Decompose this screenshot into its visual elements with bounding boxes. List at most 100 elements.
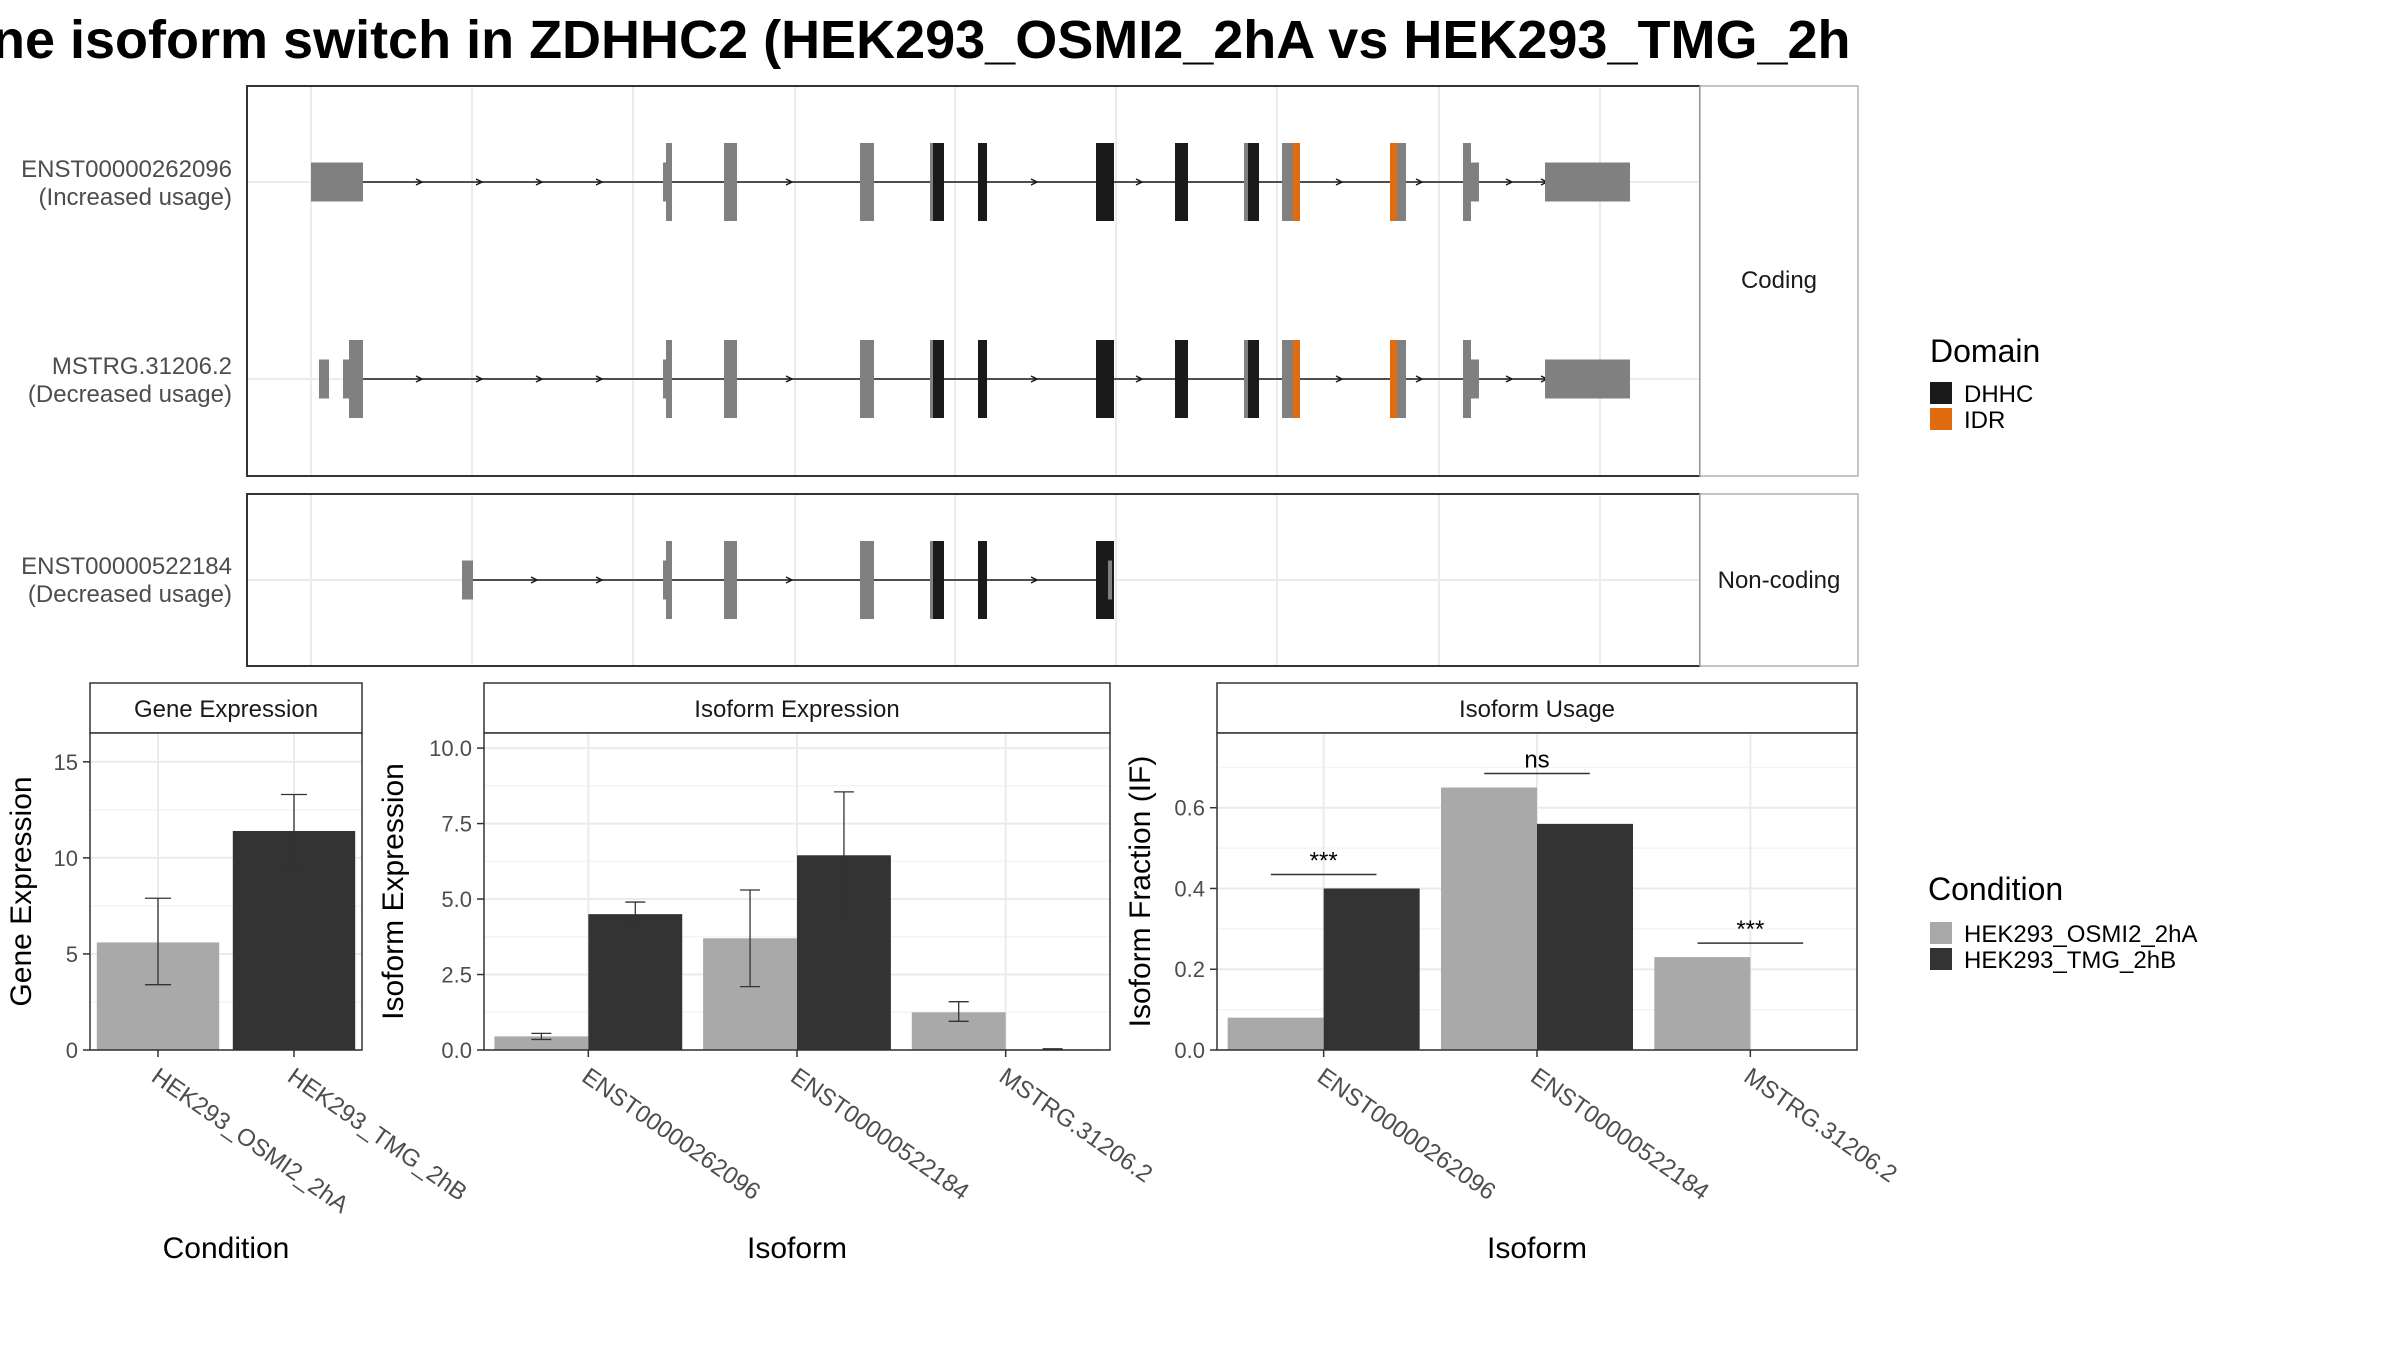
dhhc-domain-exon [1248,340,1259,418]
intron-arrow [1135,375,1144,383]
exon [1471,162,1479,202]
intron-arrow [1505,375,1514,383]
exon [1471,359,1479,399]
intron-arrow [595,576,604,584]
domain-legend-title: Domain [1930,333,2040,369]
significance-label: ns [1524,747,1549,774]
exon [666,143,672,221]
track-label-name: ENST00000522184 [21,553,232,580]
intron-arrow [475,375,484,383]
y-tick-label: 10.0 [429,736,472,761]
bar-charts: Gene Expression051015HEK293_OSMI2_2hAHEK… [5,682,1902,1265]
noncoding-panel: Non-coding [246,493,1859,667]
panel-title: Isoform Expression [694,696,899,723]
exon [349,340,363,418]
coding-strip-label: Coding [1741,267,1817,294]
exon [1397,143,1406,221]
dhhc-domain-exon [978,143,987,221]
exon [860,340,874,418]
y-tick-label: 0.6 [1174,796,1205,821]
intron-arrow [1505,178,1514,186]
dhhc-domain-exon [933,340,944,418]
x-axis-title: Isoform [747,1232,847,1265]
domain-legend: Domain DHHC IDR [1930,333,2040,434]
exon [666,340,672,418]
x-axis-title: Isoform [1487,1232,1587,1265]
exon [1463,340,1471,418]
figure-title: ne isoform switch in ZDHHC2 (HEK293_OSMI… [0,10,1851,70]
intron-arrow [535,178,544,186]
dhhc-domain-exon [978,541,987,619]
coding-panel: Coding [246,85,1859,477]
intron-arrow [1415,178,1424,186]
intron-arrow [1415,375,1424,383]
exon [311,162,363,202]
x-tick-label: ENST00000262096 [577,1063,765,1206]
significance-label: *** [1310,847,1338,874]
track-label-usage: (Increased usage) [39,184,232,211]
exon [930,143,933,221]
x-tick-label: MSTRG.31206.2 [1739,1063,1902,1188]
bar [1654,957,1751,1050]
intron-arrow [1335,375,1344,383]
exon [860,143,874,221]
noncoding-tracks [462,541,1114,619]
dhhc-legend-key [1930,382,1952,404]
panel-border [89,732,363,1051]
track-label-name: ENST00000262096 [21,156,232,183]
panel-strip [1216,682,1858,734]
dhhc-domain-exon [933,143,944,221]
noncoding-strip-label: Non-coding [1718,567,1841,594]
idr-domain-exon [1390,340,1397,418]
exon [462,560,473,600]
exon [930,541,933,619]
osmi-legend-label: HEK293_OSMI2_2hA [1964,921,2197,948]
exon [1244,143,1248,221]
intron-arrow [595,375,604,383]
y-tick-label: 15 [54,750,78,775]
tmg-legend-key [1930,948,1952,970]
panel-title: Isoform Usage [1459,696,1615,723]
exon [724,340,737,418]
intron-arrow [415,375,424,383]
intron-arrow [530,576,539,584]
intron-arrow [1030,375,1039,383]
y-tick-label: 10 [54,846,78,871]
exon [1463,143,1471,221]
dhhc-legend-label: DHHC [1964,381,2033,408]
dhhc-domain-exon [1248,143,1259,221]
exon [1282,340,1293,418]
exon [1108,560,1112,600]
dhhc-domain-exon [933,541,944,619]
condition-legend: Condition HEK293_OSMI2_2hA HEK293_TMG_2h… [1928,871,2197,974]
exon [663,162,666,202]
bar [232,830,356,1050]
track-labels: ENST00000262096 (Increased usage) MSTRG.… [21,156,232,608]
idr-legend-key [1930,408,1952,430]
intron-arrow [785,576,794,584]
exon [663,560,666,600]
intron-arrow [595,178,604,186]
exon [666,541,672,619]
track-label-name: MSTRG.31206.2 [52,353,232,380]
bar [1537,823,1633,1050]
y-tick-label: 5 [66,942,78,967]
idr-domain-exon [1390,143,1397,221]
y-tick-label: 0.0 [1174,1038,1205,1063]
y-tick-label: 2.5 [441,963,472,988]
y-tick-label: 0 [66,1038,78,1063]
x-tick-label: MSTRG.31206.2 [994,1063,1157,1188]
significance-label: *** [1736,916,1764,943]
y-axis-title: Isoform Fraction (IF) [1124,756,1157,1028]
exon [343,359,349,399]
exon [860,541,874,619]
exon [724,541,737,619]
y-tick-label: 0.0 [441,1038,472,1063]
intron-arrow [1335,178,1344,186]
y-axis-title: Isoform Expression [377,763,410,1020]
dhhc-domain-exon [1096,143,1114,221]
intron-arrow [1135,178,1144,186]
exon [930,340,933,418]
osmi-legend-key [1930,922,1952,944]
